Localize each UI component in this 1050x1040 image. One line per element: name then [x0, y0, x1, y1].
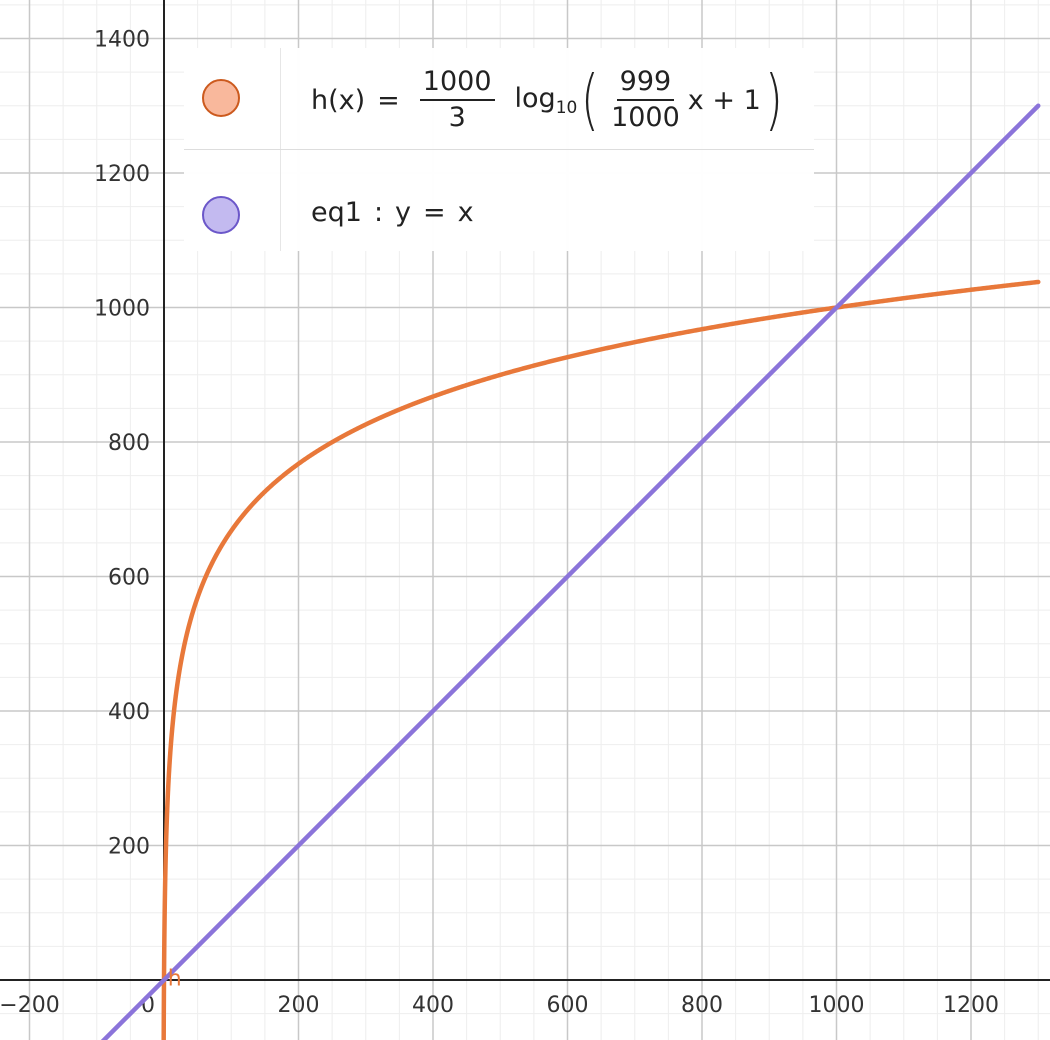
coef-numerator: 1000 — [419, 67, 495, 101]
series-h-visibility-toggle[interactable] — [202, 79, 240, 117]
series-h-formula[interactable]: h(x) = 1000 3 log10 ( 999 1000 x + 1 ) — [311, 60, 787, 140]
series-eq1-line — [100, 103, 1041, 1040]
x-tick-label: 800 — [681, 993, 723, 1018]
inner-denominator: 1000 — [611, 102, 680, 133]
open-paren: ( — [581, 61, 600, 138]
y-tick-label: 400 — [108, 700, 150, 725]
coef-denominator: 3 — [448, 102, 466, 133]
formula-h-inner-rest: x + 1 — [687, 84, 761, 116]
formula-eq1-lhs: y — [395, 196, 412, 228]
tick-labels: −200 0 200 400 600 800 1000 1200200400600800100… — [0, 28, 999, 1019]
y-tick-label: 600 — [108, 566, 150, 591]
formula-h-equals: = — [377, 84, 400, 116]
formula-h-log: log10 — [514, 82, 578, 118]
formula-eq1-equals: = — [423, 196, 446, 228]
formula-eq1-name: eq1 — [311, 196, 362, 228]
formula-h-coefficient: 1000 3 — [419, 67, 495, 133]
x-tick-label: 1000 — [809, 993, 865, 1018]
series-h-line — [161, 279, 1041, 1040]
formula-h-name: h(x) — [311, 84, 366, 116]
formula-h-inner-fraction: 999 1000 — [611, 67, 680, 133]
algebra-legend: h(x) = 1000 3 log10 ( 999 1000 x + 1 ) e… — [184, 48, 814, 251]
annotations: h — [168, 966, 182, 991]
formula-eq1-colon: : — [373, 196, 384, 228]
y-tick-label: 800 — [108, 431, 150, 456]
curve-label-h: h — [168, 966, 182, 991]
series-eq1-visibility-toggle[interactable] — [202, 196, 240, 234]
y-tick-label: 1400 — [94, 28, 150, 53]
x-tick-label: 200 — [278, 993, 320, 1018]
close-paren: ) — [764, 61, 783, 138]
y-tick-label: 1200 — [94, 162, 150, 187]
legend-row-eq1[interactable]: eq1 : y = x — [184, 164, 814, 251]
y-tick-label: 200 — [108, 835, 150, 860]
formula-eq1-rhs: x — [457, 196, 474, 228]
y-tick-label: 1000 — [94, 297, 150, 322]
curves — [100, 103, 1041, 1040]
x-tick-label: 600 — [547, 993, 589, 1018]
series-eq1-formula[interactable]: eq1 : y = x — [311, 192, 474, 232]
legend-row-h[interactable]: h(x) = 1000 3 log10 ( 999 1000 x + 1 ) — [184, 48, 814, 150]
x-tick-label: 1200 — [943, 993, 999, 1018]
inner-numerator: 999 — [616, 67, 675, 101]
x-tick-label: 400 — [412, 993, 454, 1018]
x-tick-label: −200 — [0, 993, 60, 1018]
